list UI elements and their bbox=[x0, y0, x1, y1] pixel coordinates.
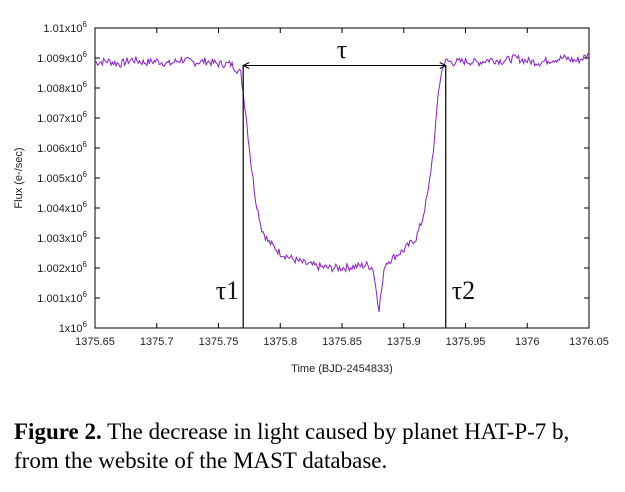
y-tick-label: 1.005x106 bbox=[37, 170, 87, 185]
caption-label: Figure 2. bbox=[14, 419, 102, 444]
y-tick-label: 1.003x106 bbox=[37, 230, 87, 245]
x-tick-label: 1375.65 bbox=[75, 336, 115, 348]
x-tick-label: 1375.9 bbox=[387, 336, 421, 348]
caption-text: The decrease in light caused by planet H… bbox=[14, 419, 570, 473]
y-tick-label: 1.002x106 bbox=[37, 260, 87, 275]
tau-arrow-left bbox=[242, 62, 250, 69]
plot-frame bbox=[94, 27, 590, 329]
y-tick-label: 1.001x106 bbox=[37, 290, 87, 305]
x-tick-label: 1376.05 bbox=[569, 336, 609, 348]
tau-arrow-right bbox=[439, 62, 447, 69]
x-tick-label: 1375.95 bbox=[446, 336, 486, 348]
y-tick-label: 1.009x106 bbox=[37, 50, 87, 65]
y-tick-label: 1.01x106 bbox=[43, 20, 87, 35]
y-tick-label: 1x106 bbox=[59, 320, 88, 335]
x-tick-label: 1375.85 bbox=[322, 336, 362, 348]
x-tick-label: 1376 bbox=[515, 336, 539, 348]
y-tick-label: 1.004x106 bbox=[37, 200, 87, 215]
flux-series-line bbox=[94, 52, 590, 312]
tau1-label: τ1 bbox=[216, 276, 239, 305]
x-tick-label: 1375.75 bbox=[199, 336, 239, 348]
y-tick-label: 1.006x106 bbox=[37, 140, 87, 155]
figure-caption: Figure 2. The decrease in light caused b… bbox=[14, 417, 614, 475]
tau2-label: τ2 bbox=[452, 276, 475, 305]
y-tick-label: 1.007x106 bbox=[37, 110, 87, 125]
y-axis-label: Flux (e-/sec) bbox=[13, 147, 25, 208]
x-tick-label: 1375.8 bbox=[263, 336, 297, 348]
y-tick-label: 1.008x106 bbox=[37, 80, 87, 95]
x-tick-label: 1375.7 bbox=[140, 336, 174, 348]
transit-light-curve-chart: 1375.65 1375.7 1375.75 1375.8 1375.85 1375.9 1… bbox=[13, 20, 609, 375]
x-axis-label: Time (BJD-2454833) bbox=[291, 363, 393, 375]
tau-label: τ bbox=[337, 35, 347, 64]
